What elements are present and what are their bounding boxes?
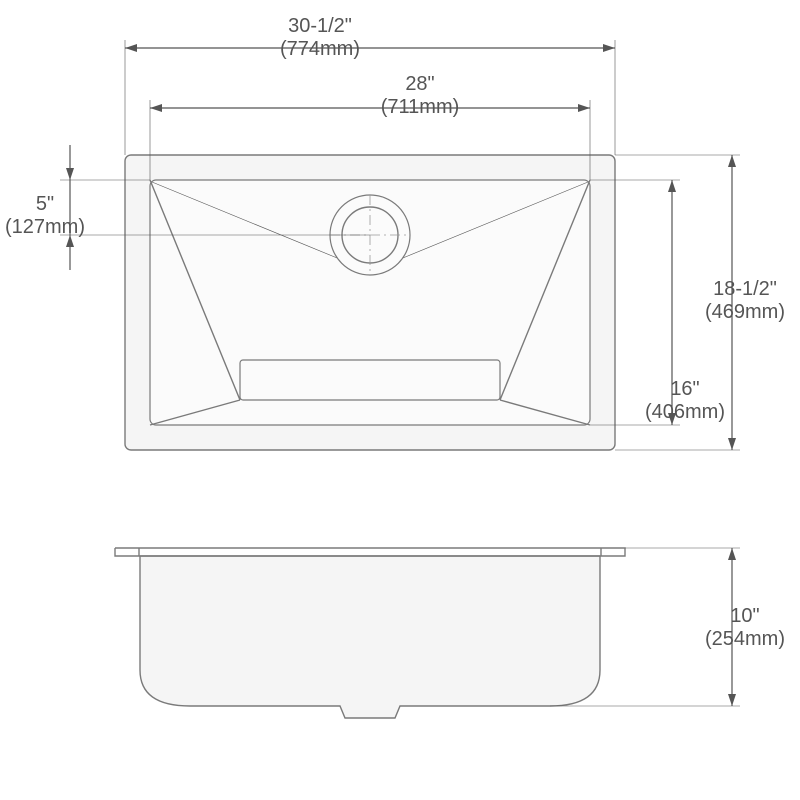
dim-inner-width-imp: 28" [405, 73, 434, 95]
dim-depth-met: (254mm) [705, 628, 785, 650]
dim-outer-width-met: (774mm) [280, 38, 360, 60]
dim-inner-height-imp: 16" [670, 378, 699, 400]
dim-outer-height-imp: 18-1/2" [713, 278, 777, 300]
dim-drain-offset-imp: 5" [36, 193, 54, 215]
dim-outer-width-imp: 30-1/2" [288, 15, 352, 37]
dim-inner-width-met: (711mm) [381, 96, 460, 118]
front-view [115, 548, 625, 718]
dim-inner-height-met: (406mm) [645, 401, 725, 423]
dim-outer-width: 30-1/2" (774mm) [125, 15, 615, 155]
dim-drain-offset-met: (127mm) [5, 216, 85, 238]
basin-bottom [240, 360, 500, 400]
sink-dimension-diagram: 30-1/2" (774mm) 28" (711mm) 5" (127mm) 1… [0, 0, 800, 800]
dim-depth-imp: 10" [730, 605, 759, 627]
top-view [125, 155, 615, 450]
dim-outer-height-met: (469mm) [705, 301, 785, 323]
